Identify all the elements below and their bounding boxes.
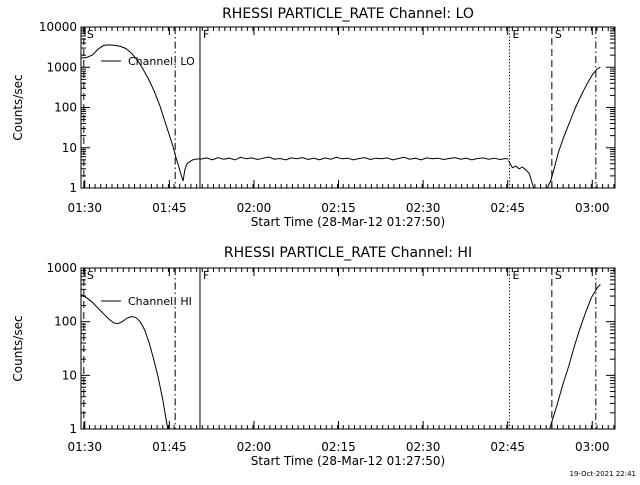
y-tick-label: 10000 (39, 20, 77, 34)
plot-frame (80, 267, 616, 430)
timestamp: 19-Oct-2021 22:41 (570, 470, 636, 478)
chart-title: RHESSI PARTICLE_RATE Channel: HI (224, 245, 472, 261)
y-tick-label: 1000 (46, 60, 77, 74)
x-tick-label: 01:30 (67, 201, 102, 215)
series-line (80, 294, 169, 430)
marker-label: S (87, 269, 94, 282)
series-line (80, 44, 201, 182)
marker-label: S (555, 269, 562, 282)
x-tick-label: 02:45 (490, 440, 525, 454)
marker-label: S (87, 28, 94, 41)
legend-label: Channel: HI (128, 295, 192, 308)
y-tick-label: 1 (69, 181, 77, 195)
x-tick-label: 02:00 (237, 440, 272, 454)
x-tick-label: 02:00 (237, 201, 272, 215)
x-tick-label: 02:15 (321, 201, 356, 215)
panel-hi: RHESSI PARTICLE_RATE Channel: HI Start Ti… (11, 245, 616, 468)
series-line (507, 160, 535, 189)
y-tick-label: 10 (62, 368, 77, 382)
marker-label: E (513, 269, 520, 282)
x-tick-label: 03:00 (575, 440, 610, 454)
legend-label: Channel: LO (128, 55, 195, 68)
y-tick-label: 1000 (46, 261, 77, 275)
panel-lo: RHESSI PARTICLE_RATE Channel: LO Start Ti… (11, 6, 616, 229)
chart-title: RHESSI PARTICLE_RATE Channel: LO (222, 6, 474, 22)
series-line (546, 66, 601, 189)
x-tick-label: 03:00 (575, 201, 610, 215)
y-axis-label: Counts/sec (11, 74, 25, 140)
x-axis-label: Start Time (28-Mar-12 01:27:50) (251, 454, 445, 468)
y-axis-label: Counts/sec (11, 315, 25, 381)
marker-label: F (203, 28, 209, 41)
y-tick-label: 100 (54, 101, 77, 115)
marker-label: E (513, 28, 520, 41)
x-tick-label: 01:45 (152, 201, 187, 215)
y-tick-label: 1 (69, 422, 77, 436)
plot-frame (80, 26, 616, 189)
series-line (199, 156, 509, 161)
y-tick-label: 100 (54, 315, 77, 329)
x-axis-label: Start Time (28-Mar-12 01:27:50) (251, 215, 445, 229)
x-tick-label: 01:45 (152, 440, 187, 454)
marker-label: S (555, 28, 562, 41)
x-tick-label: 02:30 (406, 201, 441, 215)
series-line (549, 283, 601, 430)
x-tick-label: 02:15 (321, 440, 356, 454)
x-tick-label: 01:30 (67, 440, 102, 454)
x-tick-label: 02:30 (406, 440, 441, 454)
x-tick-label: 02:45 (490, 201, 525, 215)
marker-label: F (203, 269, 209, 282)
y-tick-label: 10 (62, 141, 77, 155)
